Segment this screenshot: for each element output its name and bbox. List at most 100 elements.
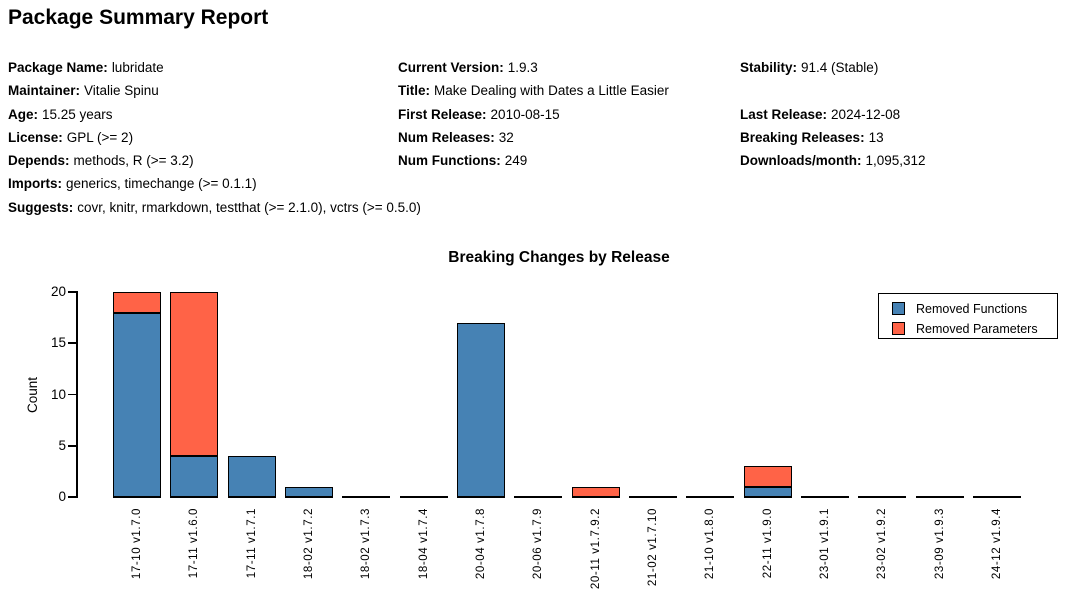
info-row-breaking-releases: Breaking Releases: 13 xyxy=(740,126,926,149)
y-tick-label: 10 xyxy=(50,386,66,402)
breaking-changes-chart: Breaking Changes by Release Count Remove… xyxy=(0,240,1069,602)
x-axis-label: 24-12 v1.9.4 xyxy=(990,508,1003,580)
info-label: Depends: xyxy=(8,153,70,169)
info-value: 2010-08-15 xyxy=(490,106,560,122)
legend-item-removed-parameters: Removed Parameters xyxy=(892,320,1057,337)
info-label: Title: xyxy=(398,83,431,99)
x-axis-label: 23-09 v1.9.3 xyxy=(933,508,946,580)
x-axis-label: 17-10 v1.7.0 xyxy=(131,508,143,580)
info-value: 15.25 years xyxy=(42,106,113,122)
page-title: Package Summary Report xyxy=(8,6,269,29)
bar-baseline xyxy=(571,496,620,498)
bar-baseline xyxy=(456,496,505,498)
info-row-depends: Depends: methods, R (>= 3.2) xyxy=(8,149,421,172)
info-label: Breaking Releases: xyxy=(740,129,865,145)
info-value: 1,095,312 xyxy=(865,153,926,169)
x-axis-label: 21-10 v1.8.0 xyxy=(704,508,717,580)
info-value: lubridate xyxy=(111,60,164,75)
info-row-last-release: Last Release: 2024-12-08 xyxy=(740,103,926,126)
x-axis-label: 18-02 v1.7.3 xyxy=(360,508,373,580)
bar-baseline xyxy=(686,496,735,498)
info-column-right: Stability: 91.4 (Stable) Last Release: 202… xyxy=(740,56,926,172)
info-value: Vitalie Spinu xyxy=(84,83,159,99)
bar-baseline xyxy=(800,496,849,498)
bar-baseline xyxy=(628,496,677,498)
info-value: 2024-12-08 xyxy=(831,106,901,122)
x-axis-label: 23-01 v1.9.1 xyxy=(818,508,831,580)
info-value: methods, R (>= 3.2) xyxy=(73,153,194,169)
info-column-middle: Current Version: 1.9.3 Title: Make Dealing… xyxy=(398,56,669,172)
info-row-empty xyxy=(740,79,926,102)
y-tick-label: 15 xyxy=(50,335,66,351)
info-label: Imports: xyxy=(8,176,62,192)
info-row-license: License: GPL (>= 2) xyxy=(8,126,421,149)
x-axis-label: 17-11 v1.7.1 xyxy=(245,508,258,579)
bar-baseline xyxy=(972,496,1021,498)
info-value: 13 xyxy=(868,129,884,145)
y-tick-label: 0 xyxy=(58,489,66,504)
y-tick-mark xyxy=(68,342,76,345)
y-tick-label: 20 xyxy=(50,284,66,299)
bar-segment-removed-functions xyxy=(170,456,219,497)
info-value: 249 xyxy=(504,153,528,169)
info-row-title: Title: Make Dealing with Dates a Little E… xyxy=(398,79,669,102)
bar-segment-removed-parameters xyxy=(113,292,161,313)
info-row-downloads: Downloads/month: 1,095,312 xyxy=(740,149,926,172)
info-column-left: Package Name: lubridate Maintainer: Vitali… xyxy=(8,56,421,219)
y-tick-label: 5 xyxy=(58,437,66,453)
bar-baseline xyxy=(227,496,276,498)
info-value: Make Dealing with Dates a Little Easier xyxy=(434,83,669,99)
legend-label: Removed Functions xyxy=(916,301,1028,316)
info-row-imports: Imports: generics, timechange (>= 0.1.1) xyxy=(8,172,421,195)
info-row-first-release: First Release: 2010-08-15 xyxy=(398,103,669,126)
legend-item-removed-functions: Removed Functions xyxy=(892,300,1057,317)
info-label: Suggests: xyxy=(8,199,74,215)
bar-segment-removed-parameters xyxy=(170,292,219,456)
bar-segment-removed-functions xyxy=(456,322,505,497)
x-axis-label: 17-11 v1.6.0 xyxy=(188,508,201,579)
bar-segment-removed-functions xyxy=(113,312,161,497)
bar-baseline xyxy=(342,496,391,498)
chart-title: Breaking Changes by Release xyxy=(448,249,670,266)
info-label: Age: xyxy=(8,106,38,122)
y-tick-mark xyxy=(68,496,76,498)
y-tick-mark xyxy=(68,444,76,447)
info-row-num-functions: Num Functions: 249 xyxy=(398,149,669,172)
info-value: generics, timechange (>= 0.1.1) xyxy=(66,176,257,192)
x-axis-label: 22-11 v1.9.0 xyxy=(761,508,774,579)
info-label: Stability: xyxy=(740,60,798,75)
bar-segment-removed-parameters xyxy=(571,486,620,497)
info-label: Current Version: xyxy=(398,60,504,75)
x-axis-label: 18-02 v1.7.2 xyxy=(302,508,315,580)
x-axis-label: 23-02 v1.9.2 xyxy=(876,508,889,580)
info-value: GPL (>= 2) xyxy=(66,129,134,145)
info-value: 32 xyxy=(498,129,514,145)
info-row-current-version: Current Version: 1.9.3 xyxy=(398,56,669,79)
info-label: Last Release: xyxy=(740,106,828,122)
bar-baseline xyxy=(170,496,219,498)
legend-swatch-removed-functions xyxy=(892,302,905,315)
y-axis-line xyxy=(76,291,78,498)
info-label: Downloads/month: xyxy=(740,153,862,169)
bar-baseline xyxy=(743,496,792,498)
bar-segment-removed-parameters xyxy=(743,466,792,487)
info-label: Package Name: xyxy=(8,60,108,75)
x-axis-label: 21-02 v1.7.10 xyxy=(646,508,659,587)
y-tick-mark xyxy=(68,291,76,293)
info-value: 1.9.3 xyxy=(507,60,538,75)
info-row-num-releases: Num Releases: 32 xyxy=(398,126,669,149)
x-axis-label: 20-11 v1.7.9.2 xyxy=(589,508,602,590)
bar-segment-removed-functions xyxy=(743,486,792,497)
bar-baseline xyxy=(915,496,964,498)
y-tick-mark xyxy=(68,393,76,396)
x-axis-label: 20-04 v1.7.8 xyxy=(474,508,487,580)
info-value: covr, knitr, rmarkdown, testthat (>= 2.1… xyxy=(77,199,421,215)
info-row-stability: Stability: 91.4 (Stable) xyxy=(740,56,926,79)
bar-segment-removed-functions xyxy=(227,456,276,497)
x-axis-label: 20-06 v1.7.9 xyxy=(532,508,545,580)
bar-baseline xyxy=(399,496,448,498)
info-label: Num Functions: xyxy=(398,153,501,169)
bar-segment-removed-functions xyxy=(284,486,333,497)
legend: Removed Functions Removed Parameters xyxy=(878,293,1058,339)
info-label: First Release: xyxy=(398,106,487,122)
